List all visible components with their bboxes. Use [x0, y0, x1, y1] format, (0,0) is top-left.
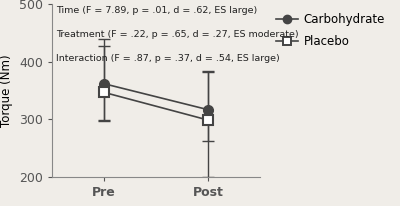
Text: Interaction (F = .87, p = .37, d = .54, ES large): Interaction (F = .87, p = .37, d = .54, …: [56, 54, 280, 63]
Y-axis label: Torque (Nm): Torque (Nm): [0, 54, 14, 127]
Text: Time (F = 7.89, p = .01, d = .62, ES large): Time (F = 7.89, p = .01, d = .62, ES lar…: [56, 6, 257, 15]
Legend: Carbohydrate, Placebo: Carbohydrate, Placebo: [276, 13, 385, 48]
Text: Treatment (F = .22, p = .65, d = .27, ES moderate): Treatment (F = .22, p = .65, d = .27, ES…: [56, 30, 299, 39]
